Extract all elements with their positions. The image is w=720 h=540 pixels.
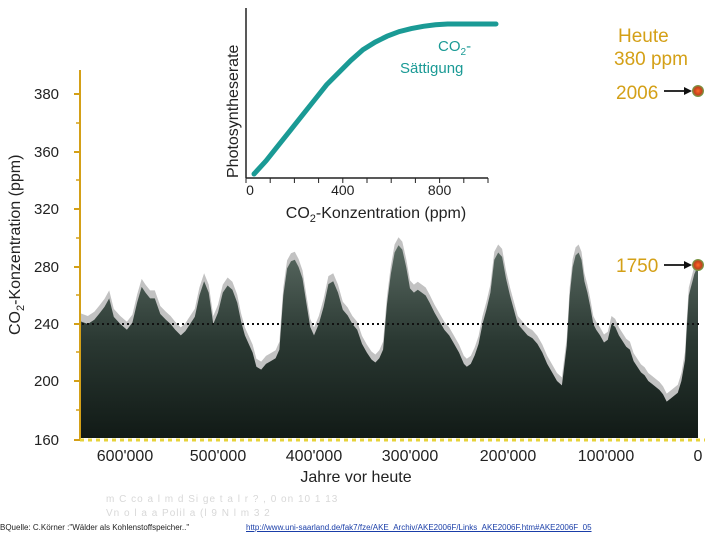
y-tick-label: 280	[34, 259, 59, 276]
annotation-heute: Heute	[618, 26, 669, 47]
source-link[interactable]: http://www.uni-saarland.de/fak7/fze/AKE_…	[246, 523, 592, 532]
marker-2006	[692, 85, 704, 97]
x-tick-label: 500'000	[190, 448, 247, 465]
y-tick-label: 200	[34, 373, 59, 390]
inset-x-tick-label: 800	[428, 182, 452, 198]
inset-chart: 0 400 800 Photosyntheserate CO2-Konzentrat…	[225, 8, 499, 225]
y-tick-label: 160	[34, 432, 59, 449]
faded-text-line1: m C co a l m d Si ge t a l r ? , 0 on 10…	[106, 494, 339, 505]
x-axis-label: Jahre vor heute	[300, 469, 411, 486]
x-tick-label: 400'000	[286, 448, 343, 465]
inset-curve-label-line2: Sättigung	[400, 60, 463, 77]
inset-background	[246, 8, 488, 176]
arrow-2006-head	[684, 87, 692, 95]
arrow-1750-head	[684, 261, 692, 269]
inset-x-tick-label: 0	[246, 182, 254, 198]
inset-x-tick-label: 400	[331, 182, 355, 198]
y-tick-label: 320	[34, 201, 59, 218]
annotation-2006: 2006	[616, 83, 658, 104]
x-tick-label: 300'000	[382, 448, 439, 465]
y-tick-label: 360	[34, 144, 59, 161]
x-tick-label: 200'000	[480, 448, 537, 465]
source-citation: BQuelle: C.Körner :"Wälder als Kohlensto…	[0, 523, 190, 532]
inset-x-label: CO2-Konzentration (ppm)	[286, 205, 466, 225]
marker-1750	[692, 259, 704, 271]
y-axis-label: CO2-Konzentration (ppm)	[7, 155, 27, 335]
inset-y-label: Photosyntheserate	[225, 44, 242, 178]
annotation-1750: 1750	[616, 256, 658, 277]
annotation-heute-value: 380 ppm	[614, 49, 688, 70]
inset-curve-label-line1: CO2-	[438, 38, 471, 58]
x-tick-label: 600'000	[97, 448, 154, 465]
y-tick-label: 240	[34, 316, 59, 333]
x-tick-label: 100'000	[578, 448, 635, 465]
x-tick-label: 0	[694, 448, 703, 465]
faded-text-line2: Vn o l a a Polil a (l 9 N l m 3 2	[106, 508, 271, 519]
inset-saturation-curve	[251, 21, 499, 177]
y-tick-label: 380	[34, 86, 59, 103]
co2-area	[80, 245, 698, 438]
